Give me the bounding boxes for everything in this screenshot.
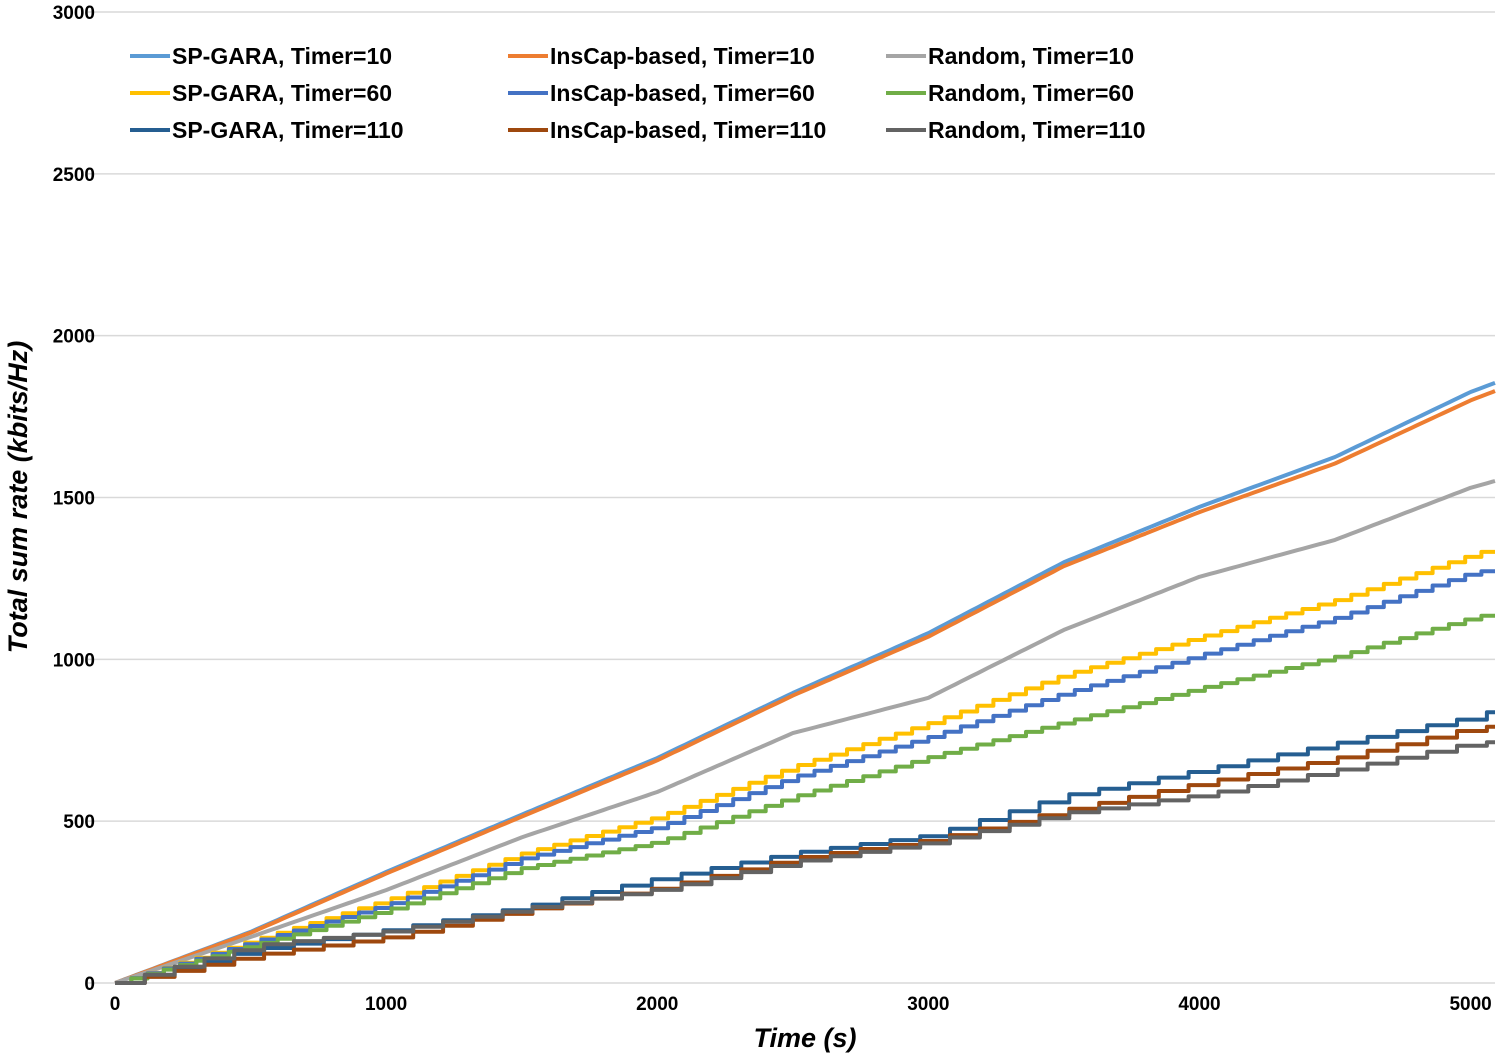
y-tick-label: 500 [63,812,95,833]
series-line [114,479,1496,985]
legend-label: Random, Timer=10 [928,43,1134,69]
legend-label: SP-GARA, Timer=110 [172,117,404,143]
y-tick-label: 2000 [53,327,95,348]
gridlines [88,11,1495,984]
legend-label: Random, Timer=110 [928,117,1146,143]
x-axis-title: Time (s) [753,1023,856,1053]
legend-item: Random, Timer=110 [886,117,1146,143]
x-tick-label: 4000 [1178,994,1220,1015]
series-line [114,381,1496,985]
legend-item: InsCap-based, Timer=10 [508,43,815,69]
y-axis-ticks: 0 500 1000 1500 2000 2500 3000 [53,3,95,995]
legend: SP-GARA, Timer=10 InsCap-based, Timer=10 R… [130,43,1146,143]
x-tick-label: 1000 [365,994,407,1015]
legend-item: Random, Timer=10 [886,43,1134,69]
legend-label: InsCap-based, Timer=110 [550,117,826,143]
y-tick-label: 1000 [53,650,95,671]
legend-item: Random, Timer=60 [886,80,1134,106]
legend-item: InsCap-based, Timer=60 [508,80,815,106]
x-tick-label: 3000 [907,994,949,1015]
legend-item: SP-GARA, Timer=10 [130,43,392,69]
y-tick-label: 0 [84,974,95,995]
legend-item: SP-GARA, Timer=60 [130,80,392,106]
series-line [115,613,1495,985]
series-line [115,740,1495,985]
legend-label: InsCap-based, Timer=10 [550,43,815,69]
legend-label: Random, Timer=60 [928,80,1134,106]
series-line [115,549,1495,985]
y-tick-label: 3000 [53,3,95,24]
x-tick-label: 2000 [636,994,678,1015]
y-tick-label: 1500 [53,489,95,510]
x-axis-ticks: 0 1000 2000 3000 4000 5000 [110,994,1492,1015]
x-tick-label: 5000 [1449,994,1491,1015]
legend-item: SP-GARA, Timer=110 [130,117,404,143]
series-line [115,724,1495,985]
y-tick-label: 2500 [53,165,95,186]
legend-label: SP-GARA, Timer=10 [172,43,392,69]
y-axis-title: Total sum rate (kbits/Hz) [3,341,33,654]
series-line [115,569,1495,985]
legend-item: InsCap-based, Timer=110 [508,117,826,143]
legend-label: InsCap-based, Timer=60 [550,80,815,106]
series-line [114,389,1496,985]
series-lines [114,381,1496,985]
legend-label: SP-GARA, Timer=60 [172,80,392,106]
x-tick-label: 0 [110,994,121,1015]
